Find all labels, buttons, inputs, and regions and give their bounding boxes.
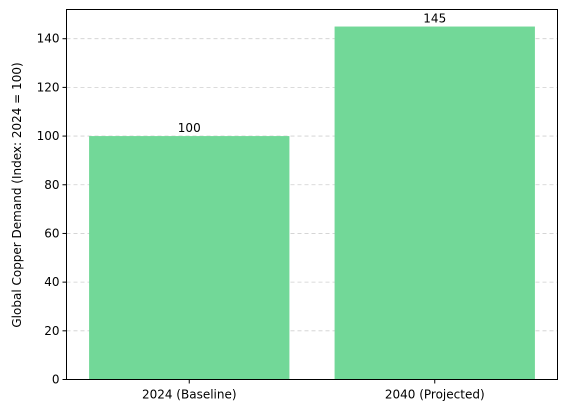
- bar: [334, 26, 535, 380]
- bar: [89, 136, 290, 380]
- y-tick-label: 80: [44, 178, 59, 192]
- data-label: 100: [178, 121, 201, 135]
- x-axis: 2024 (Baseline) 2040 (Projected): [142, 379, 485, 402]
- y-axis-label: Global Copper Demand (Index: 2024 = 100): [10, 62, 24, 327]
- x-tick-label: 2024 (Baseline): [142, 388, 237, 402]
- x-tick-label: 2040 (Projected): [385, 388, 485, 402]
- y-tick-label: 40: [44, 275, 59, 289]
- bars: [89, 26, 535, 380]
- data-labels: 100 145: [178, 12, 446, 136]
- y-tick-label: 60: [44, 226, 59, 240]
- y-tick-label: 20: [44, 324, 59, 338]
- y-tick-label: 0: [52, 373, 60, 387]
- data-label: 145: [423, 12, 446, 26]
- plot-frame: [66, 9, 558, 380]
- y-tick-label: 140: [37, 32, 60, 46]
- y-tick-label: 100: [37, 129, 60, 143]
- y-axis: 0 20 40 60 80 100 120 140: [37, 32, 67, 387]
- y-tick-label: 120: [37, 80, 60, 94]
